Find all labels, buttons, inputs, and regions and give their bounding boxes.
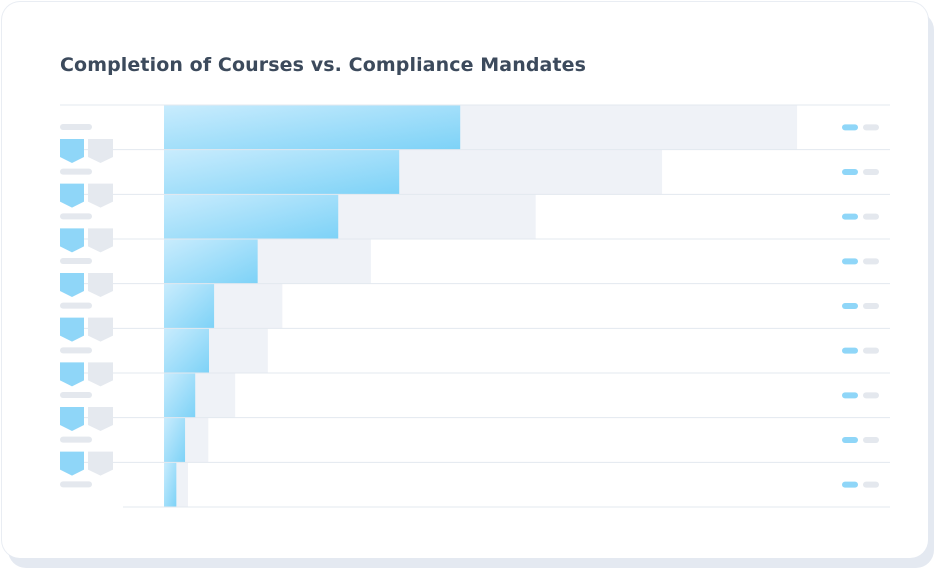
label-placeholder [60,302,92,309]
shield-icon [88,317,113,342]
completion-bar [164,239,258,284]
value-placeholder [863,303,879,309]
shield-icon [60,139,84,163]
label-placeholder [60,213,92,220]
shield-icon [60,407,84,431]
value-placeholder [863,347,879,354]
completion-bar [164,462,177,507]
completion-bar [164,105,461,150]
shield-icon [60,317,84,342]
completion-bar [164,194,339,239]
shield-icon [88,228,113,253]
value-placeholder [863,258,879,265]
value-placeholder [842,124,858,131]
shield-icon [60,183,84,208]
label-placeholder [60,124,92,130]
value-placeholder [842,437,858,443]
shield-icon [88,183,113,208]
label-placeholder [60,258,92,264]
label-placeholder [60,347,92,354]
value-placeholder [863,481,879,488]
shield-icon [60,228,84,253]
value-placeholder [863,213,879,220]
value-placeholder [842,347,858,354]
completion-bar [164,283,215,329]
card [2,2,928,558]
shield-icon [88,273,113,297]
value-placeholder [842,303,858,309]
label-placeholder [60,481,92,488]
value-placeholder [842,213,858,220]
value-placeholder [842,392,858,399]
label-placeholder [60,436,92,443]
value-placeholder [842,481,858,488]
shield-icon [88,407,113,431]
completion-bar [164,328,210,373]
label-placeholder [60,168,92,175]
value-placeholder [863,124,879,131]
value-placeholder [842,169,858,175]
shield-icon [60,273,84,297]
value-placeholder [842,258,858,265]
completion-bar [164,373,196,418]
shield-icon [88,362,113,387]
chart-title: Completion of Courses vs. Compliance Man… [60,54,587,76]
completion-bar [164,417,186,463]
shield-icon [88,139,113,163]
completion-bar [164,149,400,195]
value-placeholder [863,169,879,175]
shield-icon [60,451,84,476]
shield-icon [60,362,84,387]
label-placeholder [60,392,92,398]
value-placeholder [863,437,879,443]
shield-icon [88,451,113,476]
value-placeholder [863,392,879,399]
